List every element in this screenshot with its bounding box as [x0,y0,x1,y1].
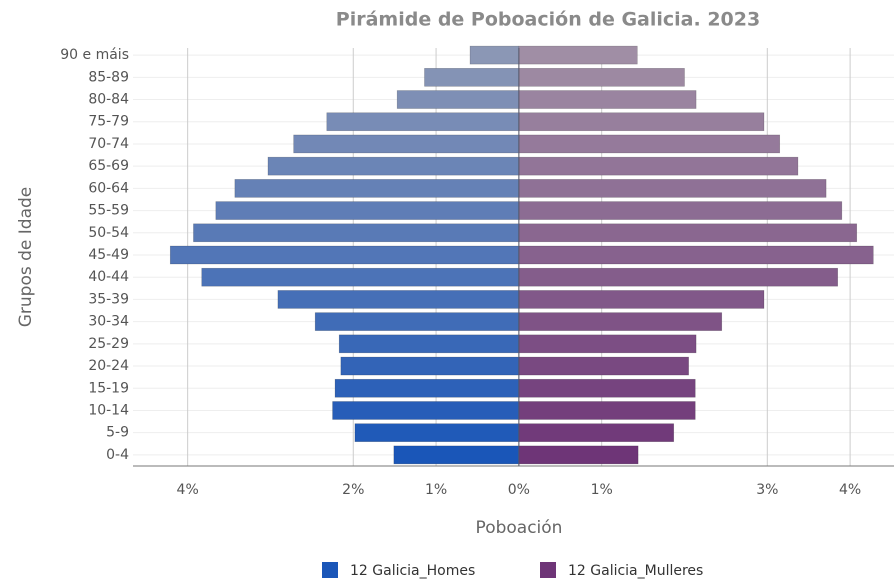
y-tick-label: 70-74 [88,136,129,152]
legend-label: 12 Galicia_Mulleres [568,563,703,579]
y-tick-label: 30-34 [88,314,129,330]
y-tick-label: 5-9 [106,425,129,441]
bar [326,112,520,132]
y-tick-label: 90 e máis [60,47,129,63]
bar [332,401,520,420]
bar [334,378,520,398]
y-tick-label: 45-49 [88,247,129,263]
bar [277,290,520,309]
bar [340,356,520,376]
y-tick-label: 85-89 [88,69,129,85]
y-tick-label: 75-79 [88,114,129,130]
bar [518,312,723,331]
y-tick-label: 0-4 [106,447,129,463]
legend-swatch [322,562,338,578]
bar [518,245,874,265]
bar [393,445,520,465]
y-tick-label: 10-14 [88,402,129,418]
bar [518,68,685,87]
y-tick-label: 35-39 [88,291,129,307]
bar [169,245,520,265]
bar [518,401,696,420]
legend-label: 12 Galicia_Homes [350,563,475,579]
x-tick-label: 1% [591,482,613,498]
y-tick-label: 80-84 [88,92,129,108]
bar [518,90,697,109]
y-tick-label: 15-19 [88,380,129,396]
bar [234,179,520,198]
y-tick-label: 20-24 [88,358,129,374]
bar [518,179,827,198]
bar [354,423,520,442]
y-tick-label: 40-44 [88,269,129,285]
bar [518,223,858,243]
bar [314,312,520,331]
x-tick-label: 3% [756,482,778,498]
bar [469,45,520,65]
bar [518,445,639,465]
y-tick-label: 25-29 [88,336,129,352]
bar [201,267,520,287]
legend-swatch [540,562,556,578]
bar [518,356,689,376]
bar [215,201,520,220]
bar [518,156,799,176]
x-tick-label: 1% [425,482,447,498]
x-tick-label: 2% [342,482,364,498]
bar [424,68,520,87]
bar [518,201,843,220]
y-axis-label: Grupos de Idade [16,187,36,328]
bar [193,223,520,243]
bar [518,423,675,442]
bar [338,334,520,354]
bar [518,134,781,154]
chart-title: Pirámide de Poboación de Galicia. 2023 [336,9,760,31]
bar [518,45,638,65]
x-axis-label: Poboación [476,518,563,538]
bar [518,112,765,132]
y-tick-label: 60-64 [88,180,129,196]
bar [267,156,520,176]
bar [396,90,520,109]
y-tick-label: 50-54 [88,225,129,241]
x-tick-label: 0% [508,482,530,498]
y-tick-label: 55-59 [88,203,129,219]
bar [293,134,520,154]
y-tick-label: 65-69 [88,158,129,174]
x-tick-label: 4% [839,482,861,498]
x-tick-label: 4% [177,482,199,498]
bar [518,334,697,354]
bar [518,378,696,398]
bar [518,267,838,287]
bar [518,290,765,309]
